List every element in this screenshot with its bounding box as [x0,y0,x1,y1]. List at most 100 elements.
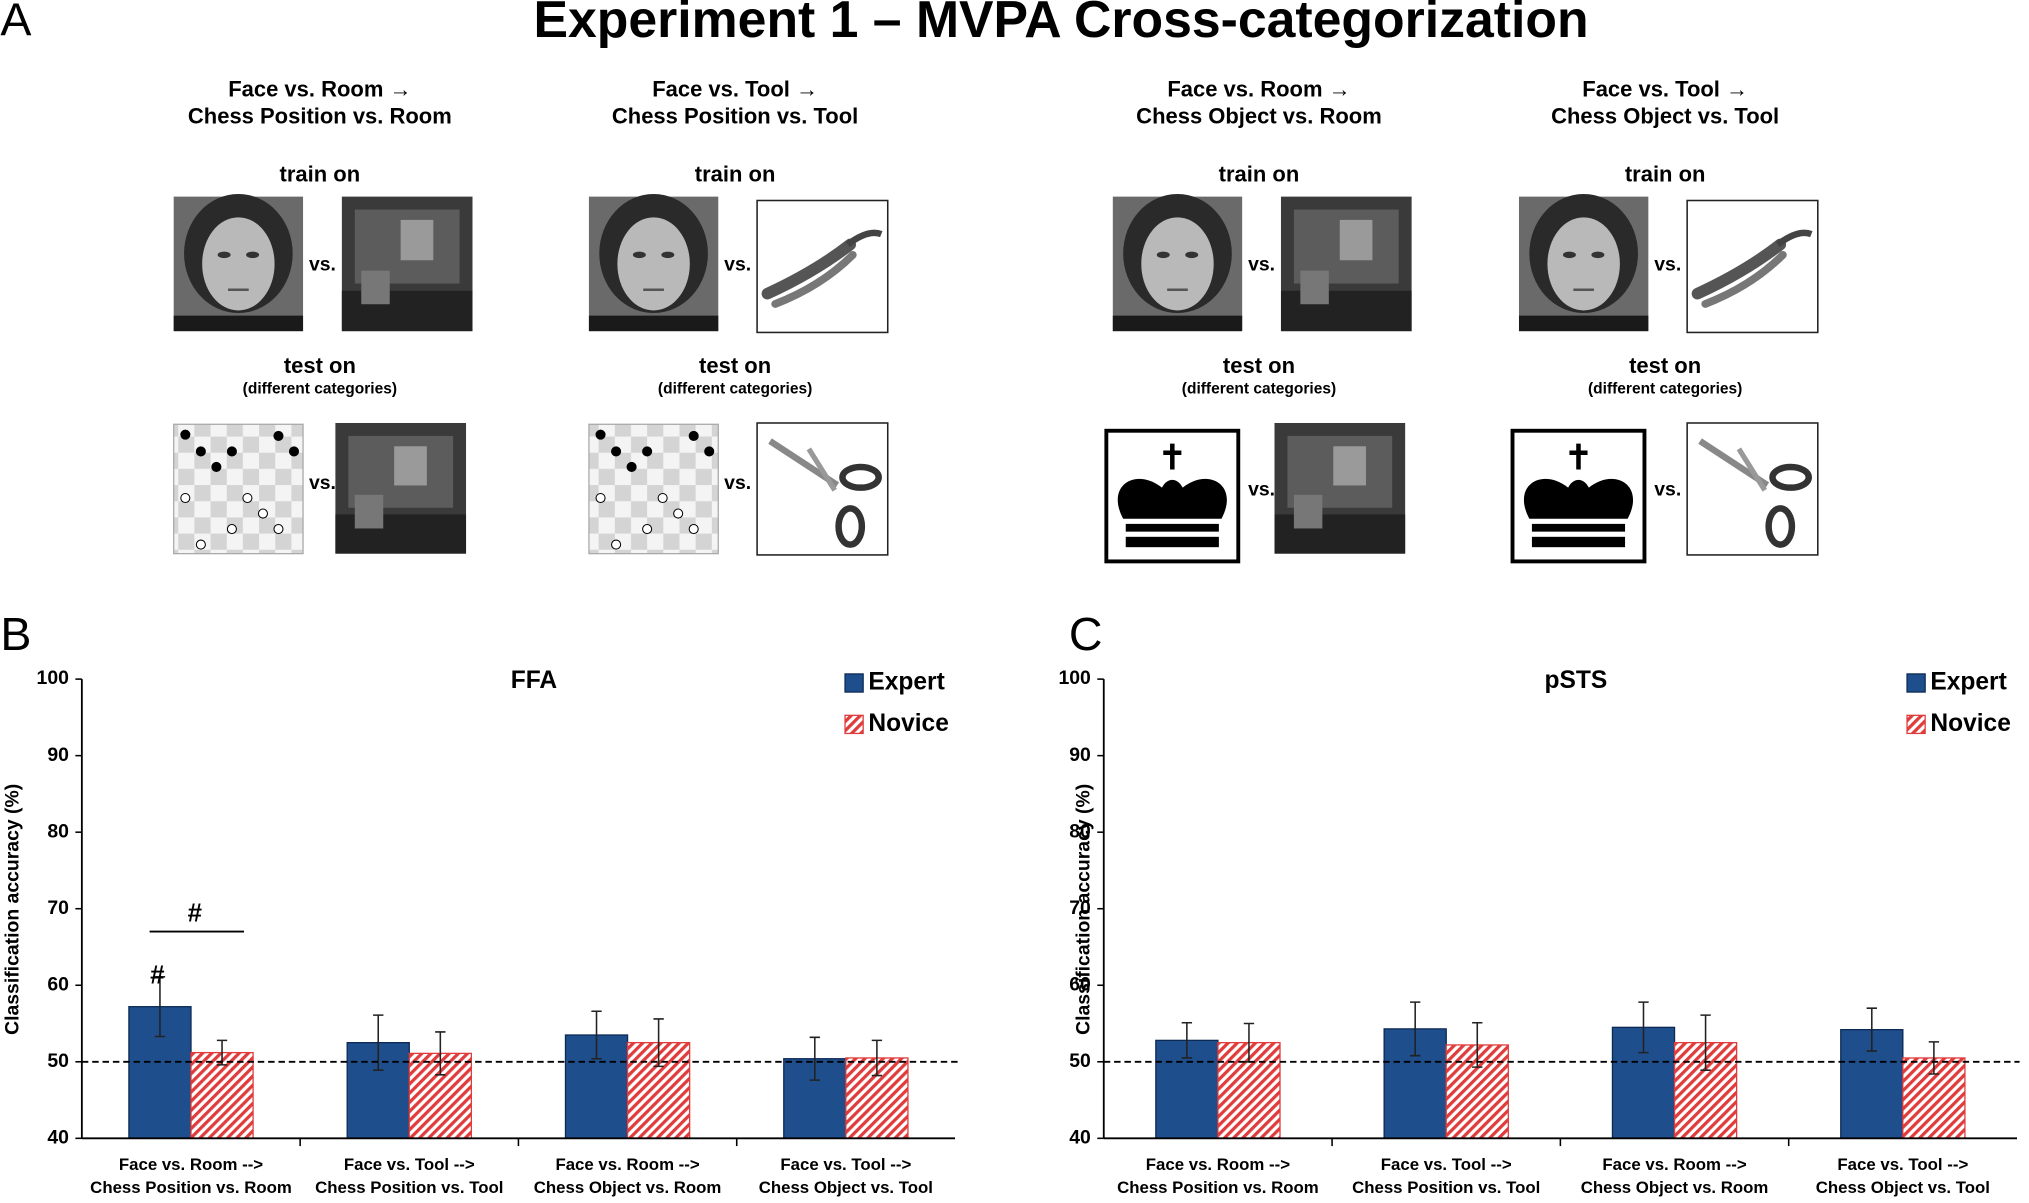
x-tick-label: Face vs. Tool --> [1381,1155,1512,1174]
legend-label: Novice [1930,710,2011,737]
x-tick-label: Face vs. Tool --> [344,1155,475,1174]
chess-king-image [1510,428,1647,564]
legend-swatch [1906,714,1926,735]
y-tick-label: 60 [47,973,69,995]
error-bar [809,1036,820,1081]
scissors-handle [835,505,866,548]
room-chair [361,270,390,305]
king-base [1125,536,1219,548]
chess-piece [595,429,606,440]
chessboard-image [588,423,719,555]
tool-image [756,422,889,556]
room-window [400,219,434,261]
y-tick-label: 80 [47,820,69,842]
king-base [1531,536,1626,548]
y-tick-label: 100 [1058,667,1090,689]
chessboard-image [173,423,304,555]
significance-mark: # [188,900,202,928]
y-axis-label: Classification accuracy (%) [1072,784,1094,1035]
legend-swatch [844,714,864,735]
room-chair [1300,270,1329,305]
chess-piece [626,461,637,473]
error-bar [1866,1007,1877,1052]
face-eye [246,251,260,259]
face-eye [1562,251,1576,259]
room-image [1274,422,1406,554]
face-shirt [588,315,719,332]
train-label: train on [280,162,361,187]
vs-label: vs. [1248,478,1275,500]
face-shirt [1112,315,1243,332]
condition-title: Chess Position vs. Tool [612,104,858,129]
face-eye [1185,251,1199,259]
chess-piece [226,524,237,535]
panel-letter: B [0,608,31,660]
error-bar [1410,1001,1421,1057]
condition-title: Face vs. Tool → [652,76,818,101]
significance-mark: # [150,962,164,990]
error-bar [373,1014,384,1071]
y-tick-label: 70 [47,897,69,919]
chess-piece [211,461,222,473]
chess-piece [226,446,237,457]
chess-piece [273,524,284,535]
error-bar [1472,1021,1483,1068]
pliers-jaw [845,229,883,248]
room-image [335,422,467,554]
face-skin [1141,217,1214,311]
legend-swatch [1906,673,1926,693]
board [588,423,719,555]
train-label: train on [1219,162,1300,187]
chess-piece [273,430,284,441]
face-image [588,194,719,332]
room-window [1339,219,1373,261]
face-eye [1591,251,1605,259]
chess-piece [595,492,606,504]
vs-label: vs. [724,253,751,275]
tool-image [1686,199,1819,334]
vs-label: vs. [309,472,336,494]
panel-letter: C [1069,608,1103,660]
x-tick-label: Face vs. Tool --> [1837,1155,1968,1174]
legend-swatch [844,673,864,693]
y-axis-label: Classification accuracy (%) [1,784,23,1035]
test-note: (different categories) [658,380,812,397]
face-shirt [173,315,304,332]
king-crown [1117,478,1227,519]
room-image [341,196,473,332]
condition-title: Face vs. Tool → [1582,76,1748,101]
chess-king-image [1104,428,1241,564]
x-tick-label: Chess Position vs. Room [90,1178,292,1197]
face-image [173,194,304,332]
chart-title: pSTS [1545,667,1608,694]
chess-piece [180,429,191,440]
test-label: test on [1223,353,1295,378]
face-eye [1156,251,1170,259]
test-label: test on [699,353,771,378]
chess-piece [688,524,699,535]
face-image [1112,194,1243,332]
king-cross [1163,443,1182,470]
y-tick-label: 50 [1069,1050,1091,1072]
pliers-handle [771,250,857,308]
chess-piece [673,508,684,519]
chess-piece [688,430,699,441]
condition-title: Face vs. Room → [1167,76,1350,101]
x-tick-label: Chess Object vs. Tool [759,1178,933,1197]
error-bar [1181,1021,1193,1059]
face-eye [661,251,675,259]
y-tick-label: 80 [1069,820,1091,842]
face-skin [617,217,690,311]
face-skin [1547,217,1620,311]
chess-piece [195,539,206,550]
train-label: train on [695,162,776,187]
error-bar [154,976,166,1038]
legend-label: Expert [868,668,944,695]
king-base [1125,523,1219,532]
y-tick-label: 50 [47,1050,69,1072]
condition-title: Chess Object vs. Room [1136,104,1382,129]
x-tick-label: Face vs. Room --> [119,1155,263,1174]
x-tick-label: Chess Object vs. Room [1581,1178,1769,1197]
chess-piece [704,446,715,457]
face-skin [202,217,275,311]
